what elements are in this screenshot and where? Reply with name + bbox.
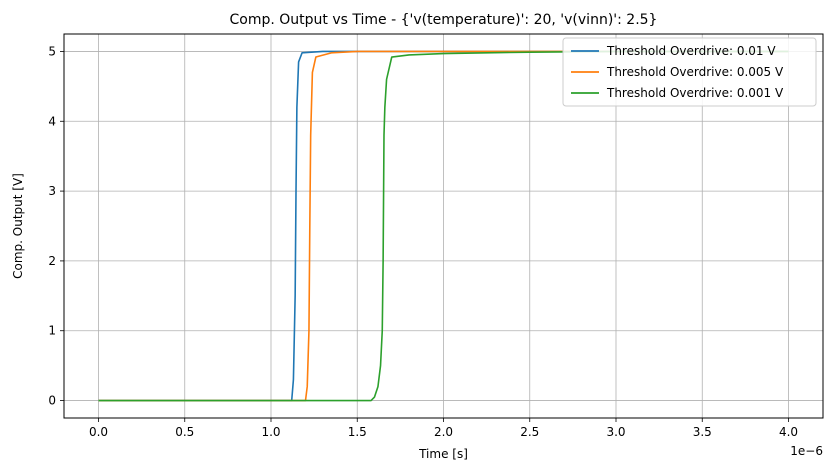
- x-axis-offset-label: 1e−6: [790, 444, 823, 458]
- x-axis-ticks: 0.0 0.5 1.0 1.5 2.0 2.5 3.0 3.5 4.0: [89, 418, 798, 439]
- y-tick-label: 2: [48, 254, 56, 268]
- y-tick-label: 0: [48, 394, 56, 408]
- x-tick-label: 3.0: [606, 425, 625, 439]
- chart-title: Comp. Output vs Time - {'v(temperature)'…: [230, 12, 658, 28]
- y-axis-ticks: 0 1 2 3 4 5: [48, 44, 64, 408]
- series-line-2: [98, 50, 789, 402]
- x-axis-label: Time [s]: [418, 447, 468, 461]
- legend-label-2: Threshold Overdrive: 0.001 V: [606, 86, 784, 100]
- y-axis-label: Comp. Output [V]: [11, 173, 25, 279]
- y-tick-label: 5: [48, 44, 56, 58]
- x-tick-label: 1.5: [348, 425, 367, 439]
- legend-box: [562, 37, 817, 107]
- legend-label-0: Threshold Overdrive: 0.01 V: [606, 44, 776, 58]
- x-tick-label: 1.0: [261, 425, 280, 439]
- x-tick-label: 2.5: [520, 425, 539, 439]
- series-group: [98, 50, 789, 402]
- x-tick-label: 3.5: [693, 425, 712, 439]
- y-tick-label: 4: [48, 114, 56, 128]
- legend-label-1: Threshold Overdrive: 0.005 V: [606, 65, 784, 79]
- x-tick-label: 4.0: [779, 425, 798, 439]
- series-line-0: [98, 50, 789, 402]
- x-tick-label: 0.5: [175, 425, 194, 439]
- y-tick-label: 1: [48, 324, 56, 338]
- x-tick-label: 0.0: [89, 425, 108, 439]
- series-line-1: [98, 50, 789, 402]
- legend: Threshold Overdrive: 0.01 V Threshold Ove…: [562, 37, 817, 107]
- y-tick-label: 3: [48, 184, 56, 198]
- x-tick-label: 2.0: [434, 425, 453, 439]
